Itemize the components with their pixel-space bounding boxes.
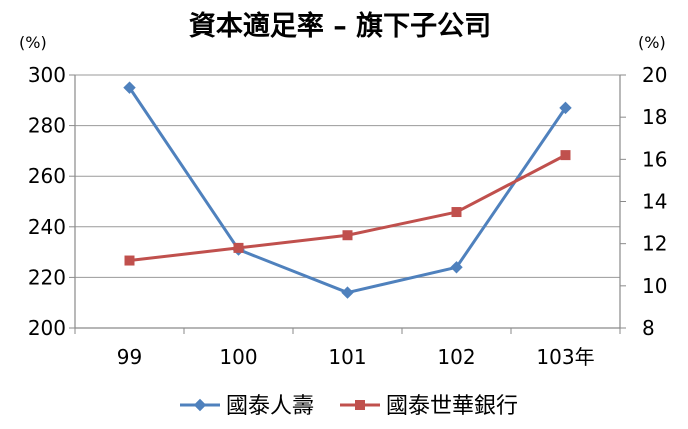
- x-tick-label: 99: [117, 345, 142, 369]
- right-tick-label: 18: [642, 105, 667, 129]
- right-tick-label: 10: [642, 274, 667, 298]
- right-tick-label: 8: [642, 316, 655, 340]
- gridlines: [75, 74, 620, 278]
- x-tick-label: 100: [219, 345, 257, 369]
- left-tick-label: 220: [28, 265, 66, 289]
- x-tick-label: 102: [437, 345, 475, 369]
- data-point: [342, 230, 353, 241]
- legend-item: 國泰世華銀行: [340, 394, 518, 419]
- data-point: [124, 255, 135, 266]
- x-tick-label: 101: [328, 345, 366, 369]
- data-point: [341, 286, 354, 299]
- data-point: [559, 101, 572, 115]
- legend: 國泰人壽 國泰世華銀行: [180, 394, 518, 419]
- right-tick-label: 16: [642, 147, 667, 171]
- legend-marker: [193, 398, 207, 412]
- legend-label: 國泰世華銀行: [386, 394, 518, 419]
- left-tick-label: 280: [28, 114, 66, 138]
- x-tick-label: 103年: [536, 345, 594, 369]
- left-tick-label: 240: [28, 215, 66, 239]
- legend-marker: [355, 400, 365, 410]
- right-tick-label: 20: [642, 63, 667, 87]
- series-2: [124, 150, 571, 266]
- left-tick-label: 300: [28, 63, 66, 87]
- x-axis-ticks: 99 100 101 102 103年: [74, 328, 621, 369]
- data-point: [123, 81, 136, 94]
- right-axis-unit: (%): [638, 33, 666, 52]
- data-point: [233, 242, 244, 253]
- data-point: [450, 261, 463, 274]
- left-tick-label: 200: [28, 316, 66, 340]
- series-line: [129, 153, 567, 263]
- left-axis-ticks: 200 220 240 260 280 300: [28, 63, 75, 340]
- legend-item: 國泰人壽: [180, 394, 314, 419]
- right-tick-label: 14: [642, 190, 667, 214]
- data-point: [451, 207, 462, 218]
- chart-title: 資本適足率 – 旗下子公司: [189, 10, 491, 42]
- right-axis-ticks: 8 10 12 14 16 18 20: [620, 63, 667, 340]
- data-point: [560, 150, 571, 161]
- right-tick-label: 12: [642, 232, 667, 256]
- series-1: [123, 81, 572, 299]
- series-layer: [123, 81, 572, 299]
- left-axis-unit: (%): [19, 33, 47, 52]
- left-tick-label: 260: [28, 164, 66, 188]
- legend-label: 國泰人壽: [226, 394, 314, 419]
